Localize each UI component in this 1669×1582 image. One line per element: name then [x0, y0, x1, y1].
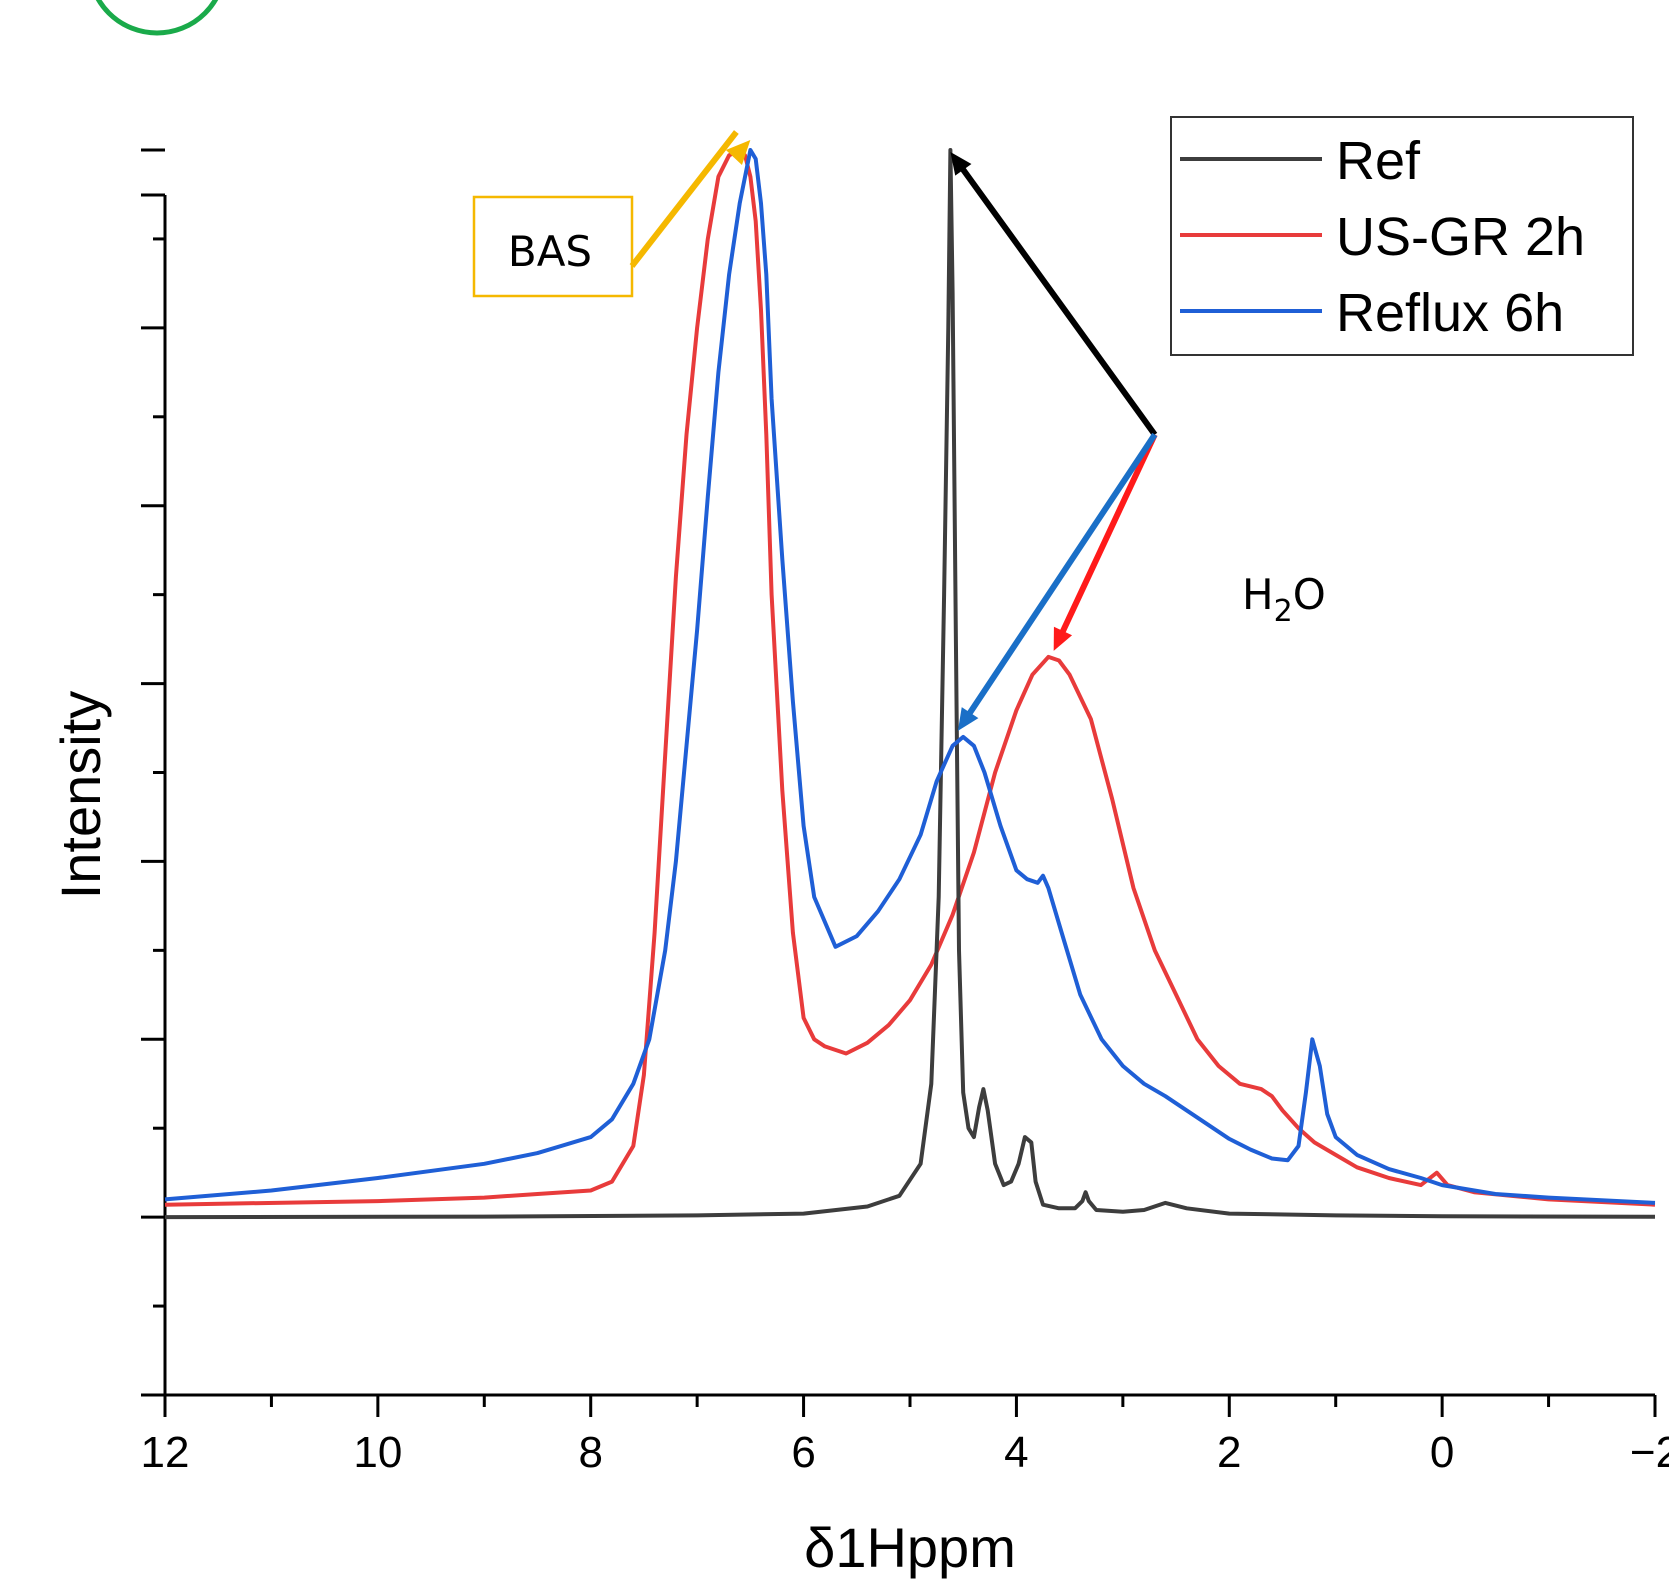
legend-label-ref: Ref	[1336, 131, 1421, 191]
water-label-subscript: 2	[1274, 594, 1293, 629]
series-layer	[164, 148, 1656, 1220]
series-line-ref	[164, 148, 1656, 1220]
water-arrow-reflux-6h-head	[957, 707, 979, 731]
x-tick-label: 2	[1217, 1428, 1241, 1477]
bas-arrow	[629, 130, 739, 268]
water-arrow-ref-head	[950, 152, 972, 176]
water-arrow-reflux-6h	[965, 432, 1158, 718]
legend-label-reflux-6h: Reflux 6h	[1336, 283, 1564, 343]
bas-arrowhead	[725, 140, 751, 166]
x-tick-label: 10	[353, 1428, 402, 1477]
x-tick-labels: 12 10 8 6 4 2 0 −2	[141, 1428, 1669, 1477]
x-tick-label: 12	[141, 1428, 190, 1477]
water-arrow-us-gr-2h	[1058, 433, 1158, 636]
legend-label-us-gr-2h: US-GR 2h	[1336, 207, 1585, 267]
x-tick-label: 0	[1430, 1428, 1454, 1477]
water-annotation-label: H2O	[1242, 570, 1326, 629]
x-tick-label: 8	[578, 1428, 602, 1477]
x-tick-label: 4	[1004, 1428, 1028, 1477]
series-line-reflux-6h	[164, 148, 1656, 1205]
series-line-us-gr-2h	[164, 148, 1656, 1207]
bas-annotation-label: BAS	[508, 227, 592, 276]
water-annotation: H2O	[950, 152, 1326, 731]
x-tick-label: 6	[791, 1428, 815, 1477]
water-arrow-us-gr-2h-head	[1053, 626, 1073, 651]
x-axis-label: δ1Hppm	[804, 1516, 1016, 1579]
corner-circle-mark	[95, 0, 219, 36]
water-label-o: O	[1293, 570, 1326, 619]
water-arrows	[950, 152, 1158, 731]
y-axis-label: Intensity	[49, 691, 112, 900]
bas-annotation-box	[472, 195, 634, 298]
axis-ticks	[141, 148, 1657, 1417]
x-tick-label: −2	[1630, 1428, 1669, 1477]
bas-annotation: BAS	[472, 130, 751, 298]
legend: Ref US-GR 2h Reflux 6h	[1170, 116, 1634, 356]
water-label-h: H	[1242, 570, 1274, 619]
water-arrow-ref	[958, 164, 1158, 437]
